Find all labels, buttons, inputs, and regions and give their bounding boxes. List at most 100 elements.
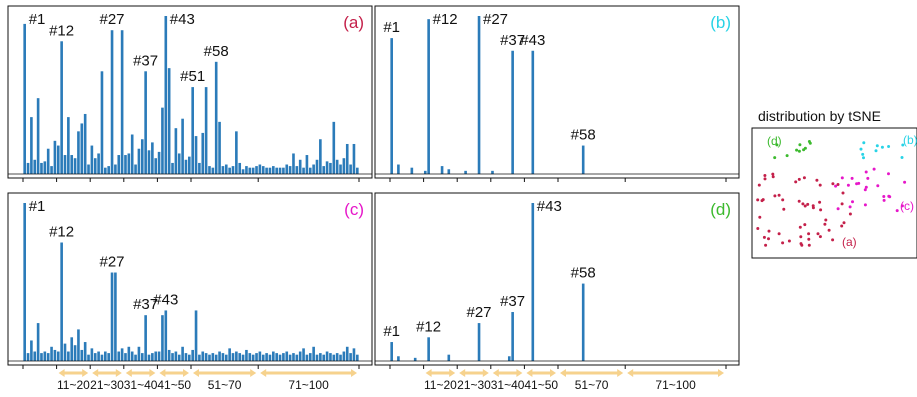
highlight-label-12: #12	[416, 318, 441, 335]
bar-rank-80	[288, 166, 292, 174]
bar-rank-10	[53, 140, 57, 174]
bar-rank-57	[211, 167, 215, 174]
tsne-point	[831, 182, 835, 186]
range-label: 41~50	[524, 378, 558, 392]
bar-rank-85	[305, 354, 309, 361]
tsne-point	[887, 172, 890, 176]
bar-rank-53	[198, 354, 201, 361]
highlight-label-58: #58	[571, 127, 596, 144]
bar-rank-38	[147, 354, 151, 361]
bar-rank-57	[211, 353, 215, 361]
tsne-point	[760, 199, 764, 203]
tsne-point	[795, 148, 799, 152]
tsne-point	[797, 199, 801, 203]
bar-rank-96	[342, 351, 346, 361]
bar-rank-64	[235, 351, 238, 361]
bar-rank-15	[70, 155, 74, 174]
bar-rank-78	[282, 353, 285, 361]
panel-frame	[374, 5, 740, 179]
bar-rank-23	[464, 170, 467, 174]
bar-rank-82	[295, 166, 299, 174]
bar-rank-16	[440, 166, 444, 174]
tsne-point	[807, 237, 811, 241]
bar-rank-70	[255, 353, 258, 361]
bar-rank-23	[97, 153, 100, 174]
panel-frame	[374, 192, 740, 366]
bar-rank-75	[272, 166, 275, 174]
highlight-label-1: #1	[29, 198, 46, 215]
highlight-label-37: #37	[133, 52, 158, 69]
bar-rank-12	[427, 19, 430, 174]
bar-rank-42	[161, 315, 164, 361]
bar-rank-58	[581, 283, 585, 361]
bar-rank-27	[110, 30, 114, 174]
bar-rank-34	[134, 354, 137, 361]
tsne-point	[803, 204, 807, 208]
tsne-title: distribution by tSNE	[758, 108, 881, 124]
bar-rank-37	[511, 312, 514, 361]
bar-rank-48	[181, 118, 184, 174]
bar-rank-8	[413, 357, 417, 361]
bar-rank-65	[238, 353, 242, 361]
bar-rank-73	[265, 353, 268, 361]
tsne-point	[797, 149, 801, 153]
range-arrow: 31~40	[124, 369, 158, 392]
bar-rank-13	[63, 155, 67, 174]
bar-rank-1	[390, 38, 393, 175]
range-arrow: 51~70	[193, 369, 257, 392]
highlight-label-1: #1	[383, 323, 400, 340]
bar-rank-62	[228, 167, 231, 174]
bar-rank-45	[171, 353, 174, 361]
range-arrow: 41~50	[524, 369, 558, 392]
tsne-point	[850, 176, 854, 180]
bar-rank-40	[154, 158, 158, 174]
tsne-point	[781, 198, 785, 202]
bar-rank-69	[251, 167, 255, 174]
bar-rank-4	[33, 351, 37, 361]
bar-rank-17	[77, 131, 80, 174]
bar-rank-47	[177, 153, 181, 174]
bar-rank-87	[312, 346, 315, 361]
bar-rank-2	[26, 353, 30, 361]
bar-rank-96	[342, 158, 346, 174]
bar-rank-97	[345, 143, 349, 174]
bar-rank-59	[218, 351, 221, 361]
tsne-point	[834, 184, 838, 188]
range-label: 41~50	[157, 378, 191, 392]
tsne-point	[818, 183, 822, 187]
bar-panels: #1#12#27#37#43#51#58(a) #1 #12 #27#37#43#58…	[7, 5, 740, 369]
tsne-point	[763, 174, 767, 177]
bar-rank-36	[140, 139, 144, 174]
range-arrow-head-left	[260, 369, 267, 377]
bar-rank-18	[447, 169, 451, 174]
bar-rank-49	[184, 353, 188, 361]
bar-rank-18	[80, 349, 84, 361]
bar-rank-80	[288, 354, 292, 361]
tsne-point	[771, 175, 775, 179]
bar-rank-49	[184, 159, 188, 174]
bar-rank-82	[295, 354, 299, 361]
bar-rank-15	[70, 337, 74, 361]
bar-rank-71	[258, 351, 262, 361]
tsne-point	[803, 223, 807, 227]
tsne-point	[798, 143, 802, 147]
range-arrow-head-right	[482, 369, 489, 377]
tsne-point	[806, 202, 810, 206]
bar-rank-91	[325, 161, 329, 174]
tsne-point	[801, 202, 805, 206]
range-arrow: 11~20	[424, 369, 457, 392]
tsne-point	[848, 212, 852, 216]
bar-rank-11	[423, 170, 427, 174]
tsne-point	[819, 208, 823, 212]
bar-rank-56	[208, 354, 211, 361]
bar-rank-29	[117, 351, 121, 361]
tsne-point	[882, 195, 886, 198]
bar-rank-40	[154, 351, 158, 361]
bar-rank-97	[345, 346, 349, 361]
tsne-point	[763, 177, 767, 181]
bar-rank-11	[56, 145, 60, 174]
highlight-label-27: #27	[466, 304, 491, 321]
range-axis: 11~20 21~30 31~40 41~50 51~70 71~100 11~20 21~3…	[57, 369, 724, 392]
tsne-point	[855, 182, 859, 186]
